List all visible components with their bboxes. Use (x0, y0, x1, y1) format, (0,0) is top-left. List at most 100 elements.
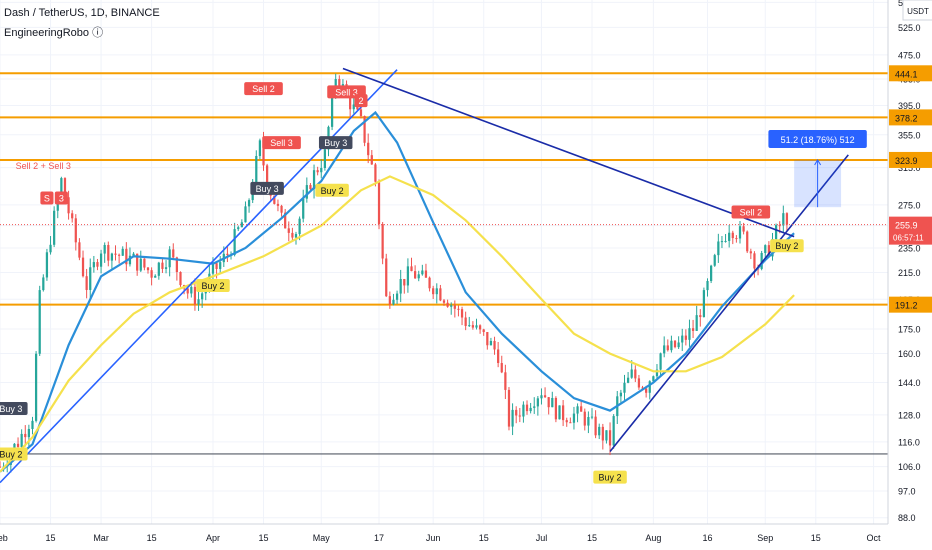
candle-body (175, 257, 178, 272)
candle-body (583, 411, 586, 426)
candle-body (706, 281, 709, 291)
measure-arrowhead (814, 158, 822, 166)
candle-body (432, 288, 435, 295)
candle-body (623, 382, 626, 393)
candle-body (110, 253, 114, 261)
candle-body (99, 253, 103, 267)
candle-body (670, 340, 673, 351)
trendlines[interactable] (0, 67, 849, 484)
x-tick-label: 15 (46, 533, 56, 543)
candle-body (298, 218, 301, 235)
candle-body (749, 251, 752, 254)
candle-body (377, 181, 381, 225)
x-tick-label: 15 (587, 533, 597, 543)
candle-body (493, 340, 496, 350)
candle-body (497, 349, 500, 364)
candle-body (107, 244, 110, 261)
candle-body (626, 377, 630, 383)
x-tick-label: Mar (93, 533, 109, 543)
candle-body (691, 328, 695, 331)
candle-body (424, 270, 428, 278)
candle-body (403, 278, 406, 286)
signal-label-box (731, 205, 771, 219)
candle-body (735, 238, 738, 240)
candle-body (74, 218, 77, 243)
candle-body (774, 225, 778, 240)
candle-body (536, 398, 539, 407)
candle-body (143, 258, 146, 268)
candle-body (103, 244, 106, 254)
candle-body (464, 317, 467, 326)
signal-label: Buy 2 (321, 186, 344, 196)
candle-body (525, 404, 529, 412)
candle-body (309, 185, 312, 190)
y-tick-label: 395.0 (898, 101, 921, 111)
candle-body (764, 245, 767, 254)
candle-body (154, 275, 157, 278)
candle-body (778, 225, 781, 227)
candle-body (320, 167, 323, 173)
candle-body (89, 267, 92, 290)
candle-body (161, 262, 164, 269)
candle-body (695, 315, 698, 331)
time-axis-bg (0, 524, 932, 550)
moving-average-line (0, 110, 795, 473)
signal-label: Buy 2 (599, 473, 622, 483)
candle-body (590, 416, 594, 418)
candle-body (262, 140, 265, 166)
candle-body (96, 262, 99, 267)
level-price-tag (889, 65, 932, 82)
candle-body (731, 232, 734, 239)
candle-body (258, 140, 262, 157)
y-tick-label: 355.0 (898, 130, 921, 140)
candle-body (255, 156, 258, 187)
candle-body (421, 270, 424, 275)
candle-body (42, 277, 45, 291)
candle-body (529, 407, 532, 412)
candle-body (760, 253, 763, 269)
candle-body (565, 420, 568, 423)
candle-body (276, 203, 280, 206)
candle-body (500, 363, 503, 373)
measure-tool[interactable]: 51.2 (18.76%) 512 (768, 129, 867, 208)
y-tick-label: 315.0 (898, 163, 921, 173)
candle-body (121, 248, 124, 256)
candle-body (211, 263, 215, 274)
candle-body (612, 416, 615, 446)
candle-body (406, 266, 410, 286)
trendline (342, 67, 795, 238)
candle-body (746, 231, 749, 252)
x-tick-label: May (313, 533, 331, 543)
x-tick-label: 15 (811, 533, 821, 543)
candle-body (244, 206, 247, 223)
candle-body (139, 258, 142, 271)
candle-body (601, 426, 604, 441)
signal-label: S (44, 193, 50, 203)
candle-body (24, 433, 27, 438)
signal-label-box (262, 136, 301, 150)
candle-body (370, 155, 373, 165)
signal-label: Buy 2 (775, 241, 798, 251)
candle-body (710, 265, 713, 282)
x-tick-label: Feb (0, 533, 8, 543)
candle-body (659, 353, 662, 370)
candle-body (118, 254, 121, 256)
signal-label-box (315, 183, 349, 197)
signal-label-box (770, 239, 804, 253)
candle-body (363, 116, 366, 143)
candle-body (34, 353, 38, 421)
candle-body (67, 197, 70, 214)
measure-label-box (768, 129, 867, 148)
candle-body (395, 293, 399, 300)
candle-body (291, 232, 294, 238)
candle-body (580, 406, 583, 412)
candle-body (511, 409, 514, 427)
candle-body (399, 278, 402, 294)
y-tick-label: 475.0 (898, 50, 921, 60)
level-price-tag (889, 109, 932, 126)
candle-body (594, 416, 597, 436)
candle-body (338, 79, 341, 90)
candle-body (284, 212, 287, 229)
